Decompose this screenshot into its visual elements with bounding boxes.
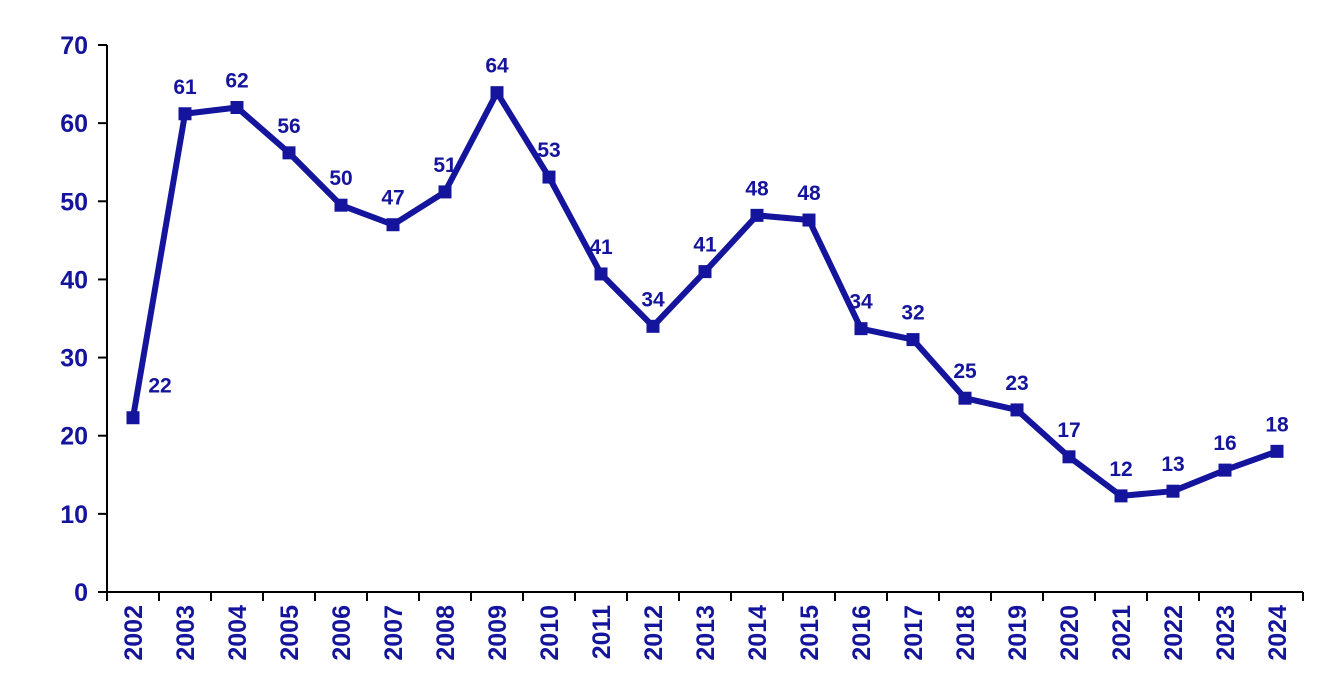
data-point-label: 32 [901, 302, 924, 325]
data-point-marker [1270, 444, 1284, 458]
x-axis-year-label: 2021 [1108, 605, 1136, 661]
x-axis-year-label: 2019 [1004, 605, 1032, 661]
data-point-label: 41 [693, 234, 717, 257]
y-tick-label: 40 [60, 266, 88, 294]
y-tick-label: 10 [60, 501, 88, 529]
data-point-marker [542, 170, 556, 184]
data-point-marker [282, 146, 296, 160]
data-point-marker [802, 213, 816, 227]
data-point-marker [646, 319, 660, 333]
data-point-label: 16 [1213, 432, 1236, 455]
data-point-label: 34 [849, 291, 873, 314]
data-point-marker [1062, 450, 1076, 464]
data-point-marker [334, 198, 348, 212]
x-axis-year-label: 2012 [640, 605, 668, 661]
x-axis-year-label: 2007 [380, 605, 408, 661]
y-tick-label: 0 [74, 579, 88, 607]
y-tick-label: 20 [60, 423, 88, 451]
data-point-marker [594, 267, 608, 281]
data-labels: 22 61 62 56 50 47 51 64 53 41 34 41 48 48 34 32 25 23 17 12… [148, 55, 1289, 481]
data-point-label: 62 [225, 70, 248, 93]
data-point-label: 48 [745, 177, 769, 200]
data-point-marker [438, 185, 452, 199]
data-point-label: 13 [1161, 453, 1184, 476]
x-axis-year-label: 2016 [848, 605, 876, 661]
x-axis-year-label: 2020 [1056, 605, 1084, 661]
data-point-marker [906, 333, 920, 347]
data-point-label: 23 [1005, 372, 1028, 395]
data-point-label: 56 [277, 115, 300, 138]
data-point-label: 47 [381, 187, 404, 210]
x-axis-year-label: 2005 [276, 605, 304, 661]
y-tick-label: 30 [60, 345, 88, 373]
data-point-label: 34 [641, 288, 665, 311]
x-axis-year-label: 2013 [692, 605, 720, 661]
data-point-label: 61 [173, 76, 197, 99]
data-point-marker [854, 322, 868, 336]
data-point-marker [386, 218, 400, 232]
data-point-label: 12 [1109, 458, 1132, 481]
x-axis-year-label: 2011 [588, 605, 616, 659]
y-axis: 0 10 20 30 40 50 60 70 [60, 32, 107, 607]
data-point-marker [490, 86, 504, 100]
data-series-line [130, 89, 1280, 499]
x-axis-year-label: 2018 [952, 605, 980, 661]
x-axis-year-label: 2010 [536, 605, 564, 661]
data-point-marker [1218, 463, 1232, 477]
x-axis-year-label: 2022 [1160, 605, 1188, 661]
x-axis: 2002 2003 2004 2005 2006 2007 2008 2009 2010 2011… [106, 592, 1304, 661]
x-axis-year-label: 2017 [900, 605, 928, 661]
y-tick-label: 70 [60, 32, 88, 60]
data-point-label: 48 [797, 182, 821, 205]
x-axis-year-label: 2023 [1212, 605, 1240, 661]
data-point-marker [1010, 403, 1024, 417]
data-point-marker [1166, 484, 1180, 498]
x-axis-year-label: 2008 [432, 605, 460, 661]
data-point-label: 22 [148, 375, 171, 398]
x-axis-year-label: 2009 [484, 605, 512, 661]
data-point-label: 17 [1057, 419, 1080, 442]
data-point-label: 64 [485, 55, 509, 78]
data-point-label: 53 [537, 139, 560, 162]
x-axis-year-label: 2014 [744, 605, 772, 661]
x-axis-year-label: 2006 [328, 605, 356, 661]
data-point-label: 18 [1265, 413, 1289, 436]
x-axis-year-label: 2024 [1264, 605, 1292, 661]
data-point-marker [126, 411, 140, 425]
data-series-annual-values [126, 86, 1284, 503]
data-point-marker [178, 107, 192, 121]
y-tick-label: 50 [60, 188, 88, 216]
data-point-marker [230, 101, 244, 115]
x-axis-year-label: 2004 [224, 605, 252, 661]
data-point-marker [958, 391, 972, 405]
data-point-label: 50 [329, 167, 352, 190]
x-axis-year-label: 2002 [120, 605, 148, 661]
data-point-label: 51 [433, 154, 457, 177]
x-axis-year-label: 2015 [796, 605, 824, 661]
x-axis-year-label: 2003 [172, 605, 200, 661]
data-point-marker [698, 265, 712, 279]
data-point-marker [750, 208, 764, 222]
data-point-label: 25 [953, 360, 977, 383]
data-point-marker [1114, 489, 1128, 503]
data-point-label: 41 [589, 236, 613, 259]
y-tick-label: 60 [60, 110, 88, 138]
